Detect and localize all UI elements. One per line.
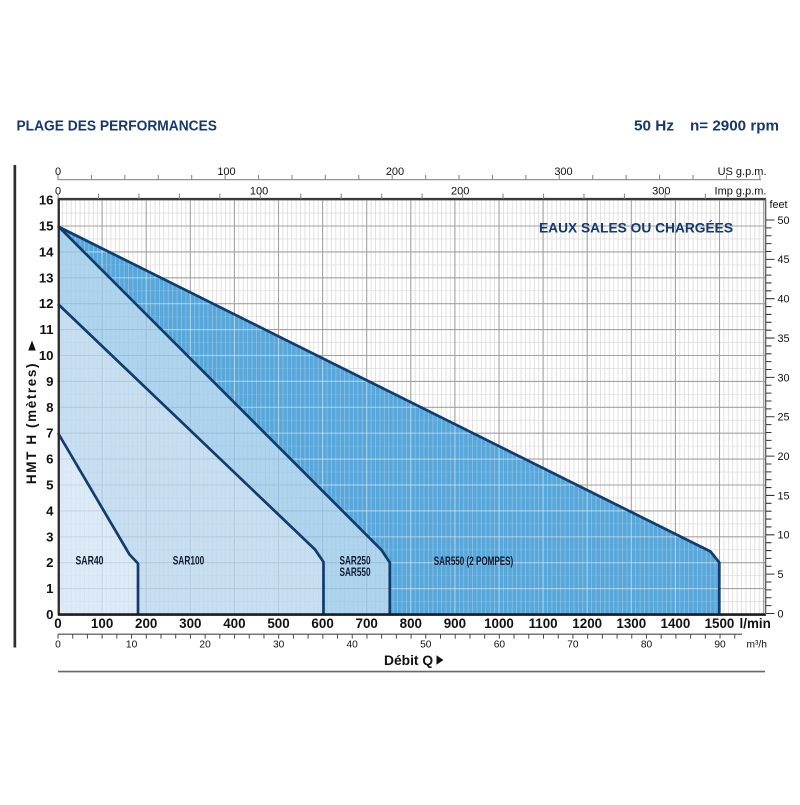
svg-text:200: 200 bbox=[451, 185, 469, 197]
svg-text:20: 20 bbox=[778, 451, 790, 463]
svg-text:800: 800 bbox=[400, 616, 422, 631]
svg-text:45: 45 bbox=[778, 254, 790, 266]
svg-text:25: 25 bbox=[778, 412, 790, 424]
svg-text:SAR40: SAR40 bbox=[76, 555, 104, 567]
svg-text:2: 2 bbox=[46, 555, 53, 570]
svg-text:m³/h: m³/h bbox=[747, 640, 767, 651]
svg-text:l/min: l/min bbox=[740, 616, 771, 631]
svg-text:13: 13 bbox=[39, 270, 54, 285]
svg-text:100: 100 bbox=[250, 185, 268, 197]
svg-text:Imp g.p.m.: Imp g.p.m. bbox=[715, 185, 767, 197]
svg-text:40: 40 bbox=[347, 640, 359, 651]
svg-text:0: 0 bbox=[55, 640, 61, 651]
svg-text:0: 0 bbox=[55, 185, 61, 197]
svg-text:14: 14 bbox=[39, 244, 54, 259]
svg-text:70: 70 bbox=[567, 640, 579, 651]
svg-text:200: 200 bbox=[386, 166, 404, 178]
svg-text:300: 300 bbox=[652, 185, 670, 197]
svg-text:50 Hz: 50 Hz bbox=[634, 118, 674, 135]
svg-text:11: 11 bbox=[40, 322, 54, 337]
svg-text:SAR550: SAR550 bbox=[340, 567, 371, 579]
svg-text:1500: 1500 bbox=[705, 616, 735, 631]
svg-text:0: 0 bbox=[46, 607, 53, 622]
svg-text:SAR100: SAR100 bbox=[173, 555, 205, 567]
svg-text:300: 300 bbox=[554, 166, 572, 178]
svg-text:n= 2900 rpm: n= 2900 rpm bbox=[690, 118, 779, 135]
svg-text:700: 700 bbox=[356, 616, 378, 631]
svg-text:9: 9 bbox=[46, 374, 53, 389]
svg-text:1: 1 bbox=[46, 581, 53, 596]
svg-text:30: 30 bbox=[778, 372, 790, 384]
svg-text:7: 7 bbox=[46, 426, 53, 441]
svg-text:90: 90 bbox=[714, 640, 726, 651]
svg-text:10: 10 bbox=[39, 348, 54, 363]
svg-text:60: 60 bbox=[494, 640, 506, 651]
svg-text:80: 80 bbox=[641, 640, 653, 651]
svg-text:50: 50 bbox=[420, 640, 432, 651]
svg-text:4: 4 bbox=[46, 503, 54, 518]
svg-text:6: 6 bbox=[46, 452, 53, 467]
svg-text:1000: 1000 bbox=[484, 616, 514, 631]
svg-text:PLAGE DES PERFORMANCES: PLAGE DES PERFORMANCES bbox=[17, 118, 218, 135]
svg-text:SAR250: SAR250 bbox=[340, 555, 371, 567]
svg-text:feet: feet bbox=[770, 199, 788, 211]
svg-text:50: 50 bbox=[778, 215, 790, 227]
svg-text:40: 40 bbox=[778, 294, 790, 306]
svg-text:US g.p.m.: US g.p.m. bbox=[718, 166, 767, 178]
svg-text:100: 100 bbox=[91, 616, 113, 631]
svg-text:12: 12 bbox=[39, 296, 54, 311]
svg-text:20: 20 bbox=[199, 640, 211, 651]
svg-text:SAR550 (2 POMPES): SAR550 (2 POMPES) bbox=[434, 556, 514, 568]
svg-text:Débit Q: Débit Q bbox=[384, 653, 433, 668]
svg-text:5: 5 bbox=[778, 569, 784, 581]
svg-text:8: 8 bbox=[46, 400, 53, 415]
svg-text:0: 0 bbox=[54, 616, 61, 631]
svg-text:300: 300 bbox=[179, 616, 201, 631]
svg-text:5: 5 bbox=[46, 478, 53, 493]
svg-text:3: 3 bbox=[46, 529, 53, 544]
svg-text:400: 400 bbox=[223, 616, 245, 631]
svg-text:30: 30 bbox=[273, 640, 285, 651]
svg-text:1200: 1200 bbox=[572, 616, 602, 631]
svg-text:600: 600 bbox=[311, 616, 333, 631]
svg-text:1300: 1300 bbox=[616, 616, 646, 631]
svg-text:HMT H (mètres): HMT H (mètres) bbox=[24, 362, 39, 484]
svg-text:100: 100 bbox=[217, 166, 235, 178]
svg-text:500: 500 bbox=[267, 616, 289, 631]
svg-text:10: 10 bbox=[778, 530, 790, 542]
svg-text:15: 15 bbox=[39, 219, 54, 234]
svg-text:16: 16 bbox=[39, 193, 54, 208]
svg-text:900: 900 bbox=[444, 616, 466, 631]
svg-text:15: 15 bbox=[778, 490, 790, 502]
svg-text:1400: 1400 bbox=[661, 616, 691, 631]
svg-text:0: 0 bbox=[55, 166, 61, 178]
svg-text:EAUX SALES OU CHARGÉES: EAUX SALES OU CHARGÉES bbox=[539, 220, 733, 237]
svg-text:200: 200 bbox=[135, 616, 157, 631]
svg-text:1100: 1100 bbox=[529, 616, 558, 631]
svg-text:0: 0 bbox=[778, 608, 784, 620]
svg-text:10: 10 bbox=[126, 640, 138, 651]
svg-text:35: 35 bbox=[778, 333, 790, 345]
